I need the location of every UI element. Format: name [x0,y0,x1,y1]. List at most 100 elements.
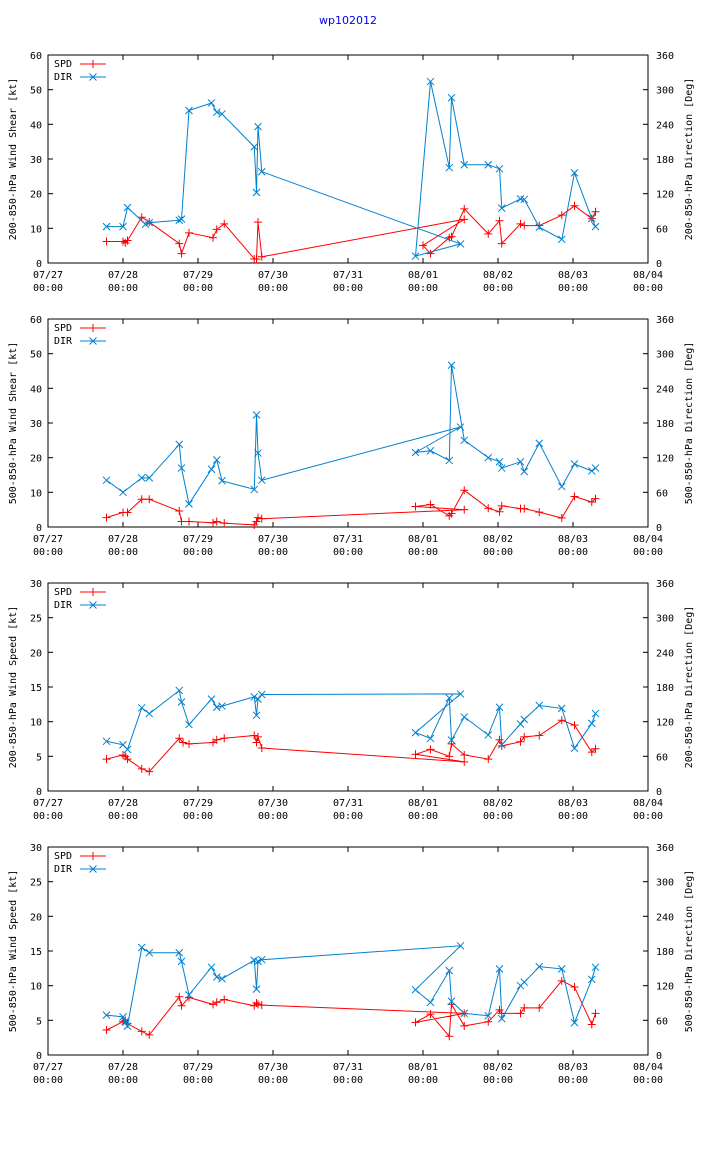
dir-point [175,216,184,225]
dir-point [591,222,600,231]
spd-point [411,1018,420,1027]
x-tick-label-time: 00:00 [33,811,63,822]
y2-axis-label: 200-850-hPa Direction [Deg] [684,78,695,241]
spd-point [591,744,600,753]
y-tick-label: 30 [30,419,42,430]
dir-point [254,957,262,966]
spd-series [102,716,600,776]
x-tick-label-date: 07/28 [108,270,138,281]
dir-point [257,476,266,485]
y2-tick-label: 300 [656,86,674,97]
legend-spd-label: SPD [54,59,72,70]
y-tick-label: 25 [30,614,42,625]
dir-point [570,169,579,177]
dir-point [411,728,420,737]
dir-point [426,998,435,1007]
spd-point [426,249,435,258]
spd-point [254,732,262,741]
dir-point [145,709,154,718]
y2-tick-label: 180 [656,419,674,430]
dir-point [484,160,493,169]
x-tick-label-time: 00:00 [108,283,138,294]
y-tick-label: 25 [30,878,42,889]
x-tick-label-date: 07/29 [183,798,213,809]
dir-point [137,943,146,952]
y2-tick-label: 120 [656,718,674,729]
x-tick-label-date: 08/01 [408,270,438,281]
x-tick-label-date: 07/28 [108,798,138,809]
y2-tick-label: 300 [656,614,674,625]
dir-point [497,1014,506,1023]
y-tick-label: 20 [30,454,42,465]
x-tick-label-date: 08/02 [483,1062,513,1073]
y2-tick-label: 360 [656,51,674,62]
x-tick-label-time: 00:00 [483,811,513,822]
dir-point [447,361,456,370]
spd-point [495,216,504,225]
y2-tick-label: 180 [656,683,674,694]
spd-point [212,225,221,234]
dir-point [426,446,435,455]
x-tick-label-date: 07/30 [258,798,288,809]
dir-point [185,500,193,508]
y2-tick-label: 0 [656,1051,662,1062]
y-tick-label: 0 [36,1051,42,1062]
legend: SPD DIR [54,323,106,347]
y2-tick-label: 120 [656,454,674,465]
dir-point [557,482,566,491]
dir-point [495,965,504,973]
legend: SPD DIR [54,851,106,875]
dir-point [456,941,465,950]
dir-point [145,474,154,482]
spd-point [426,500,435,509]
x-tick-label-time: 00:00 [333,283,363,294]
dir-point [557,965,566,973]
spd-point [535,508,544,517]
spd-point [254,513,262,522]
spd-point [123,508,132,517]
x-tick-label-time: 00:00 [333,547,363,558]
dir-point [252,188,261,197]
spd-point [484,504,493,513]
x-tick-label-date: 08/02 [483,798,513,809]
y-tick-label: 0 [36,523,42,534]
dir-point [119,488,127,497]
spd-point [145,1030,154,1039]
dir-point [254,449,262,457]
y-tick-label: 15 [30,947,42,958]
dir-point [177,464,186,472]
dir-point [177,957,186,966]
x-tick-label-time: 00:00 [558,283,588,294]
spd-point [177,517,186,526]
dir-series [102,686,600,754]
dir-point [185,991,193,999]
spd-point [220,219,229,228]
x-tick-label-date: 08/03 [558,798,588,809]
x-tick-label-time: 00:00 [33,1075,63,1086]
legend-spd-marker [89,852,97,860]
spd-point [209,1000,217,1009]
dir-point [175,440,184,449]
spd-point [535,1003,544,1012]
spd-point [570,201,579,210]
legend-spd-marker [89,324,97,332]
dir-point [426,734,435,743]
dir-point [102,737,111,746]
spd-point [212,735,221,744]
dir-point [447,93,456,102]
x-tick-label-date: 07/30 [258,534,288,545]
y-tick-label: 30 [30,155,42,166]
spd-point [252,517,261,526]
spd-point [137,495,146,504]
page-title: wp102012 [319,14,377,27]
dir-line [106,689,596,751]
y-tick-label: 20 [30,648,42,659]
spd-point [426,1010,435,1019]
x-tick-label-date: 07/29 [183,1062,213,1073]
dir-point [185,106,193,115]
y-tick-label: 5 [36,752,42,763]
dir-point [218,974,226,983]
y2-tick-label: 360 [656,579,674,590]
dir-point [207,465,216,474]
